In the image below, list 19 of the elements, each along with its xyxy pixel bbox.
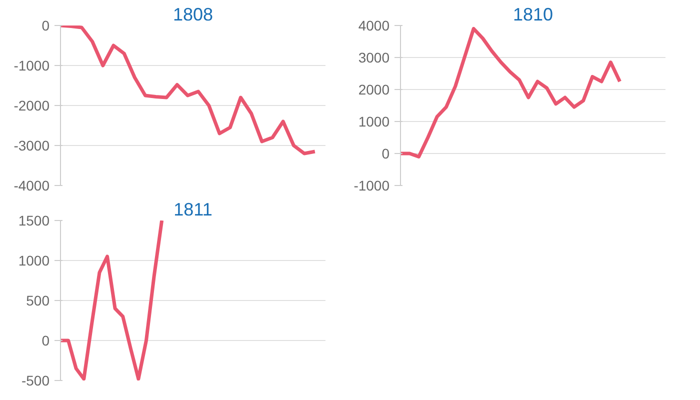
y-tick-label: -4000 <box>14 178 50 194</box>
y-tick-label: 3000 <box>358 50 390 66</box>
y-tick-label: 0 <box>42 332 50 348</box>
y-tick-label: -2000 <box>14 98 50 114</box>
y-tick-label: 1500 <box>18 212 50 228</box>
y-tick-label: -500 <box>21 372 50 388</box>
y-tick-label: 2000 <box>358 82 390 98</box>
y-tick-label: 0 <box>382 146 390 162</box>
y-tick-label: 1000 <box>18 252 50 268</box>
y-tick-label: -3000 <box>14 138 50 154</box>
y-tick-label: -1000 <box>354 178 390 194</box>
y-tick-label: 1000 <box>358 114 390 130</box>
y-tick-label: -1000 <box>14 58 50 74</box>
chart-title: 1811 <box>174 200 212 220</box>
y-tick-label: 0 <box>42 18 50 34</box>
y-tick-label: 4000 <box>358 18 390 34</box>
y-tick-label: 500 <box>26 292 50 308</box>
chart-title: 1810 <box>512 4 554 24</box>
chart-title: 1808 <box>172 4 214 24</box>
